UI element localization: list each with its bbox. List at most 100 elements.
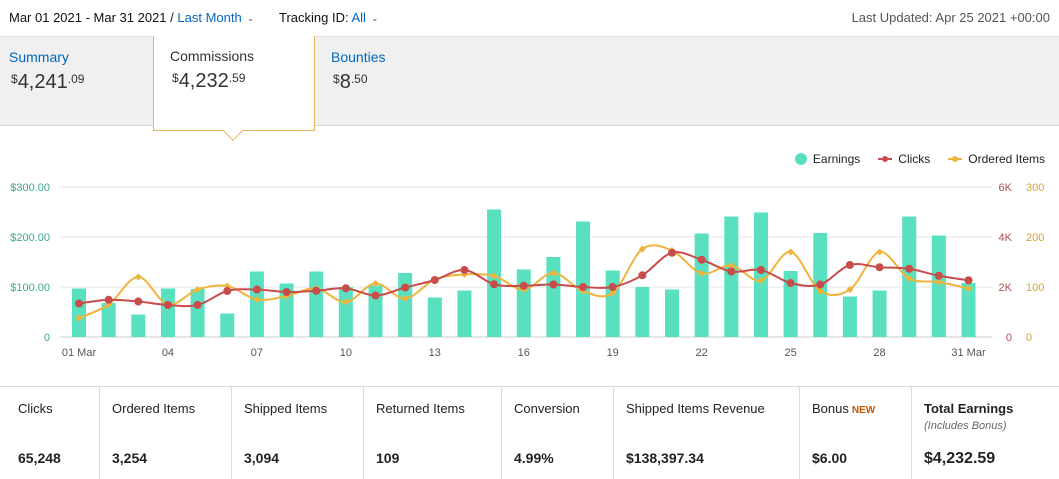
x-axis-tick-label: 31 Mar [951,347,986,359]
earnings-bar [635,287,650,337]
clicks-point [786,279,795,287]
metric-sublabel: (Includes Bonus) [924,420,1007,432]
ordered-items-point [816,287,824,295]
clicks-point [75,299,83,308]
earnings-bar [220,313,235,337]
metric-ordered-items: Ordered Items 3,254 [99,387,231,479]
clicks-point [638,271,647,280]
metric-shipped-revenue: Shipped Items Revenue $138,397.34 [613,387,799,479]
clicks-point [875,263,884,272]
tab-commissions-label: Commissions [170,48,255,64]
date-filter-bar: Mar 01 2021 - Mar 31 2021 / Last Month ⌄ … [0,0,1059,36]
y-axis-clicks-tick-label: 2K [999,282,1013,294]
x-axis-tick-label: 13 [429,347,441,359]
ordered-items-point [787,248,795,256]
clicks-point [608,283,617,291]
metric-label: Clicks [18,401,53,416]
tab-commissions-value: $4,232.59 [172,70,246,92]
clicks-point [756,266,765,274]
y-axis-ordered-tick-label: 0 [1026,332,1032,344]
ordered-items-point [935,278,943,286]
tab-summary[interactable]: Summary $4,241.09 [0,37,152,126]
earnings-dot-icon [794,153,807,165]
ordered-items-point [698,270,706,277]
x-axis-tick-label: 19 [607,347,619,359]
summary-metrics: Clicks 65,248 Ordered Items 3,254 Shippe… [0,386,1059,479]
clicks-point [341,284,350,293]
earnings-bar [398,273,413,337]
earnings-bar [724,216,739,337]
clicks-point [934,271,943,280]
earnings-bar [101,303,116,337]
earnings-bar [72,288,86,337]
performance-chart: Earnings Clicks Ordered Items 0 0 0 $100.00… [0,140,1059,365]
clicks-point [193,301,202,309]
earnings-bar [309,271,324,337]
earnings-bar [249,271,264,337]
earnings-bar [694,233,709,337]
earnings-bar [665,289,679,337]
x-axis-tick-label: 01 Mar [62,347,97,359]
legend-ordered-items[interactable]: Ordered Items [948,152,1045,166]
metric-bonus: Bonus NEW $6.00 [799,387,911,479]
y-axis-clicks-tick-label: 0 [1006,332,1012,344]
tab-bounties-value: $8.50 [333,71,368,93]
last-updated: Last Updated: Apr 25 2021 +00:00 [851,10,1050,25]
clicks-point [223,287,232,295]
legend-clicks[interactable]: Clicks [878,152,930,166]
metric-label: Shipped Items [244,401,328,416]
clicks-point [519,281,528,290]
ordered-items-point [757,277,765,284]
ordered-items-point [638,245,646,253]
clicks-point [727,267,736,276]
ordered-items-point [609,289,617,297]
chart-svg: 0 0 0 $100.00 2K 100 $200.00 4K 200 $300.00 6K 300 0… [10,182,1044,359]
ordered-items-point [965,285,972,292]
clicks-point [163,301,172,309]
clicks-point [460,266,469,274]
metric-label: Bonus NEW [812,401,876,416]
tab-bounties-label: Bounties [331,49,386,65]
x-axis-tick-label: 10 [340,347,352,359]
ordered-items-point [876,248,884,256]
clicks-point [401,283,410,292]
clicks-point [816,280,825,289]
period-label: Last Month [177,10,242,25]
tracking-id-value: All [351,10,366,25]
y-axis-ordered-tick-label: 100 [1026,282,1044,294]
ordered-items-point [490,272,498,280]
chart-legend: Earnings Clicks Ordered Items [794,152,1045,166]
earnings-bar [338,287,353,337]
earnings-bar [368,285,383,337]
x-axis-tick-label: 22 [696,347,708,359]
ordered-items-point [549,269,557,277]
ordered-items-line-icon [948,156,963,162]
clicks-point [371,291,380,300]
y-axis-ordered-tick-label: 300 [1026,182,1044,194]
metric-value: 4.99% [514,450,554,466]
metric-clicks: Clicks 65,248 [0,387,99,479]
metric-value: 65,248 [18,450,61,466]
chevron-down-icon: ⌄ [370,13,379,23]
metric-label: Conversion [514,401,580,416]
clicks-point [252,285,261,294]
period-dropdown[interactable]: Last Month ⌄ [177,10,254,25]
tracking-id-filter[interactable]: Tracking ID: All ⌄ [279,10,379,25]
clicks-point [845,261,854,269]
earnings-bar [160,288,175,337]
earnings-bar [516,269,531,337]
clicks-point [668,248,676,257]
ordered-items-point [727,262,735,269]
tab-bounties[interactable]: Bounties $8.50 [316,37,466,126]
metric-label: Total Earnings [924,401,1014,416]
y-axis-ordered-tick-label: 200 [1026,232,1044,244]
clicks-point [282,288,291,296]
metric-value: $6.00 [812,450,848,466]
tab-commissions[interactable]: Commissions $4,232.59 [153,36,315,141]
x-axis-tick-label: 16 [518,347,530,359]
earnings-bar [457,290,472,337]
metric-value: 109 [376,450,400,466]
active-tab-caret [223,121,243,141]
legend-earnings[interactable]: Earnings [794,152,860,166]
earnings-bar [753,212,768,337]
